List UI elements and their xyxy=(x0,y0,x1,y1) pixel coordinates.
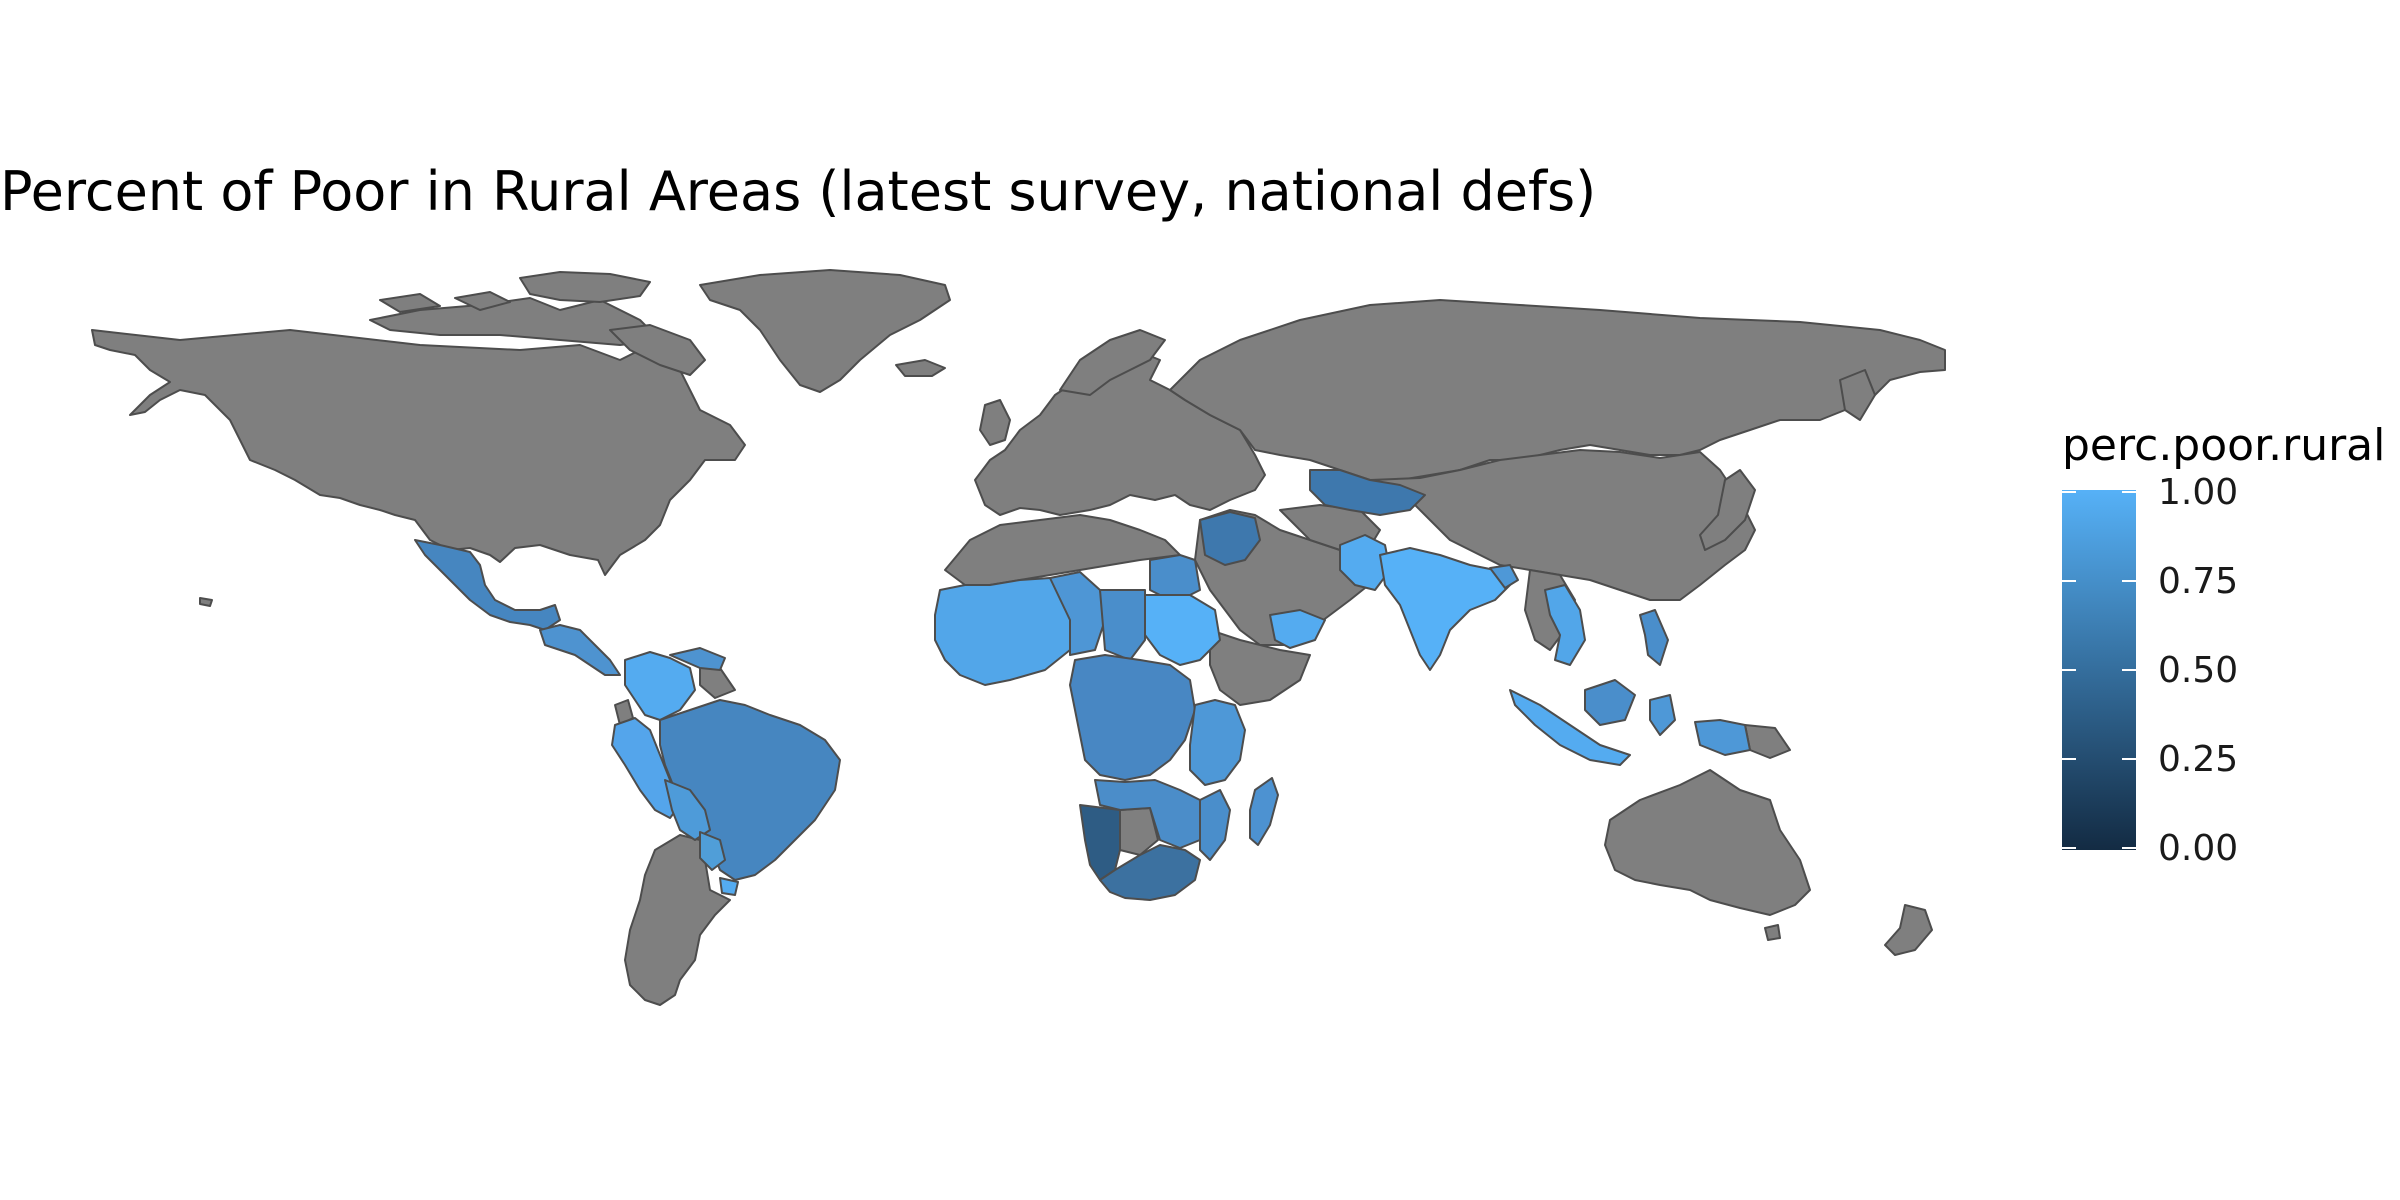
region-central-africa xyxy=(1069,654,1196,781)
region-papua xyxy=(1694,719,1751,756)
png-east xyxy=(1744,724,1791,759)
region-mozambique xyxy=(1199,789,1231,861)
legend-tick-050: 0.50 xyxy=(2158,650,2239,691)
legend: perc.poor.rural 1.00 0.75 0.50 0.25 0.00 xyxy=(2062,420,2400,867)
europe xyxy=(974,349,1266,516)
region-south-africa xyxy=(1099,844,1201,901)
legend-tick-025: 0.25 xyxy=(2158,739,2239,780)
japan xyxy=(1699,469,1756,551)
region-central-asia xyxy=(1309,469,1426,516)
greenland xyxy=(699,269,951,393)
arctic-small-2 xyxy=(454,291,511,311)
baffin-island xyxy=(609,324,706,376)
region-central-america xyxy=(539,624,621,676)
region-namibia xyxy=(1079,804,1121,881)
iceland xyxy=(895,359,946,377)
region-egypt xyxy=(1149,554,1201,596)
legend-tick-0: 0.00 xyxy=(2158,828,2239,869)
region-iraq xyxy=(1199,511,1261,566)
north-america xyxy=(91,329,746,576)
region-madagascar xyxy=(1249,777,1279,846)
legend-ticks xyxy=(2062,491,2136,849)
region-chad xyxy=(1099,589,1146,661)
map-title: Percent of Poor in Rural Areas (latest s… xyxy=(0,160,1597,223)
region-indonesia xyxy=(1509,689,1631,766)
legend-tick-075: 0.75 xyxy=(2158,561,2239,602)
australia xyxy=(1604,769,1811,916)
region-philippines xyxy=(1639,609,1669,666)
region-india xyxy=(1379,547,1511,671)
no-data-land xyxy=(91,269,1946,1006)
region-west-africa xyxy=(934,577,1076,686)
legend-tick-1: 1.00 xyxy=(2158,472,2239,513)
region-sudan xyxy=(1139,594,1221,666)
region-vietnam xyxy=(1544,584,1586,666)
region-colombia xyxy=(624,651,696,721)
region-mexico xyxy=(414,539,561,631)
uk-ireland xyxy=(979,399,1011,446)
region-east-africa xyxy=(1189,699,1246,786)
region-borneo xyxy=(1584,679,1636,726)
region-venezuela xyxy=(669,647,726,671)
data-countries xyxy=(414,469,1751,901)
russia xyxy=(1169,299,1946,481)
region-uruguay xyxy=(719,877,739,896)
new-zealand xyxy=(1884,904,1933,956)
tasmania xyxy=(1764,924,1781,941)
legend-colorbar xyxy=(2062,490,2136,850)
hawaii xyxy=(199,597,213,607)
kamchatka xyxy=(1839,369,1876,421)
legend-title: perc.poor.rural xyxy=(2062,420,2386,471)
guyanas xyxy=(699,667,736,699)
region-nigeria xyxy=(1049,571,1106,656)
ellesmere-island xyxy=(519,271,651,303)
horn-africa xyxy=(1209,629,1311,706)
scandinavia xyxy=(1059,329,1166,396)
region-sulawesi xyxy=(1649,694,1676,736)
region-paraguay xyxy=(699,831,726,871)
region-pakistan xyxy=(1339,534,1391,591)
region-yemen xyxy=(1269,609,1326,649)
region-bangladesh xyxy=(1489,564,1519,589)
china-mongolia xyxy=(1319,449,1756,601)
arctic-small-1 xyxy=(379,293,441,313)
